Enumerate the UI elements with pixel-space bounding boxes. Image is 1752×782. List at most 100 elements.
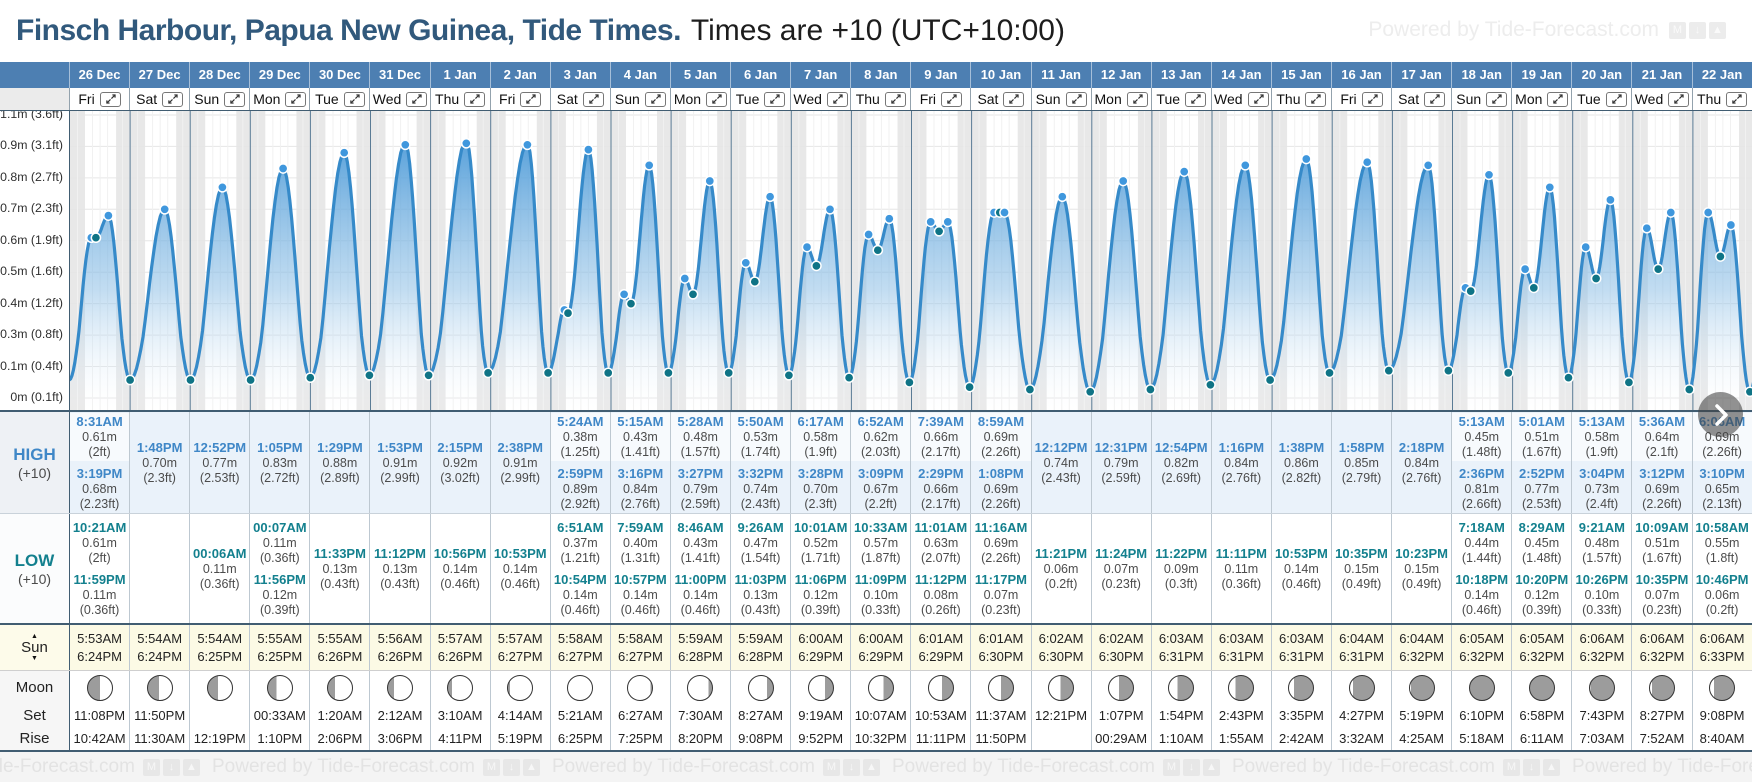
tide-time: 11:09PM <box>854 571 907 587</box>
moonset-time: 3:10AM <box>437 708 483 723</box>
expand-day-button[interactable] <box>162 91 184 107</box>
expand-day-button[interactable] <box>406 91 428 107</box>
expand-day-button[interactable] <box>826 91 848 107</box>
high-tide-cell: 5:28AM 0.48m (1.57ft) 3:27PM 0.79m (2.59ft) <box>669 412 731 513</box>
expand-day-button[interactable] <box>520 91 542 107</box>
moon-cell: 1:07PM 00:29AM <box>1090 671 1151 750</box>
tide-time: 3:32PM <box>737 465 784 481</box>
sun-cell: 6:02AM 6:30PM <box>1030 625 1091 670</box>
expand-day-button[interactable] <box>1003 91 1025 107</box>
moonrise-time: 1:10PM <box>257 731 303 746</box>
expand-day-button[interactable] <box>1424 91 1446 107</box>
expand-day-button[interactable] <box>1361 91 1383 107</box>
sunrise-time: 6:05AM <box>1459 630 1505 646</box>
sun-cell: 6:00AM 6:29PM <box>790 625 850 670</box>
moonrise-time: 4:25AM <box>1399 731 1445 746</box>
moonrise-time: 9:08PM <box>738 731 783 746</box>
sun-row-label: Sun <box>21 639 48 656</box>
next-page-button[interactable] <box>1698 392 1743 437</box>
moon-phase-circle <box>927 674 954 701</box>
expand-day-button[interactable] <box>1305 91 1327 107</box>
sun-cell: 6:03AM 6:31PM <box>1270 625 1331 670</box>
expand-day-button[interactable] <box>464 91 486 107</box>
expand-day-button[interactable] <box>1126 91 1148 107</box>
low-tide-dot <box>933 225 945 237</box>
tide-entry: 10:01AM 0.52m (1.71ft) <box>791 519 850 567</box>
sun-cell: 6:03AM 6:31PM <box>1150 625 1211 670</box>
weekday-label: Thu <box>435 91 460 107</box>
expand-day-button[interactable] <box>1247 91 1269 107</box>
moonrise-time: 7:25PM <box>617 731 663 746</box>
low-tide-cell: 00:06AM 0.11m (0.36ft) <box>189 514 249 623</box>
tide-height-m: 0.12m <box>803 587 839 602</box>
weekday-label: Fri <box>919 91 937 107</box>
tide-entry: 5:28AM 0.48m (1.57ft) <box>670 412 731 461</box>
sun-row-gutter: ▲ Sun ▼ <box>0 625 69 670</box>
day-date-header: 17 Jan <box>1391 62 1451 88</box>
high-tide-dot <box>643 159 655 171</box>
tide-entry: 5:13AM 0.45m (1.48ft) <box>1452 412 1512 461</box>
bottom-watermark-strip: Powered by Tide-Forecast.com M↓▲ Powered b… <box>0 750 1752 782</box>
high-tide-cell: 7:39AM 0.66m (2.17ft) 2:29PM 0.66m (2.17ft) <box>910 412 971 513</box>
high-tide-dot <box>1519 263 1531 275</box>
expand-day-button[interactable] <box>582 91 604 107</box>
tide-time: 8:46AM <box>677 519 724 535</box>
expand-day-button[interactable] <box>884 91 906 107</box>
sun-cell: 6:05AM 6:32PM <box>1511 625 1571 670</box>
tide-entry: 1:38PM 0.86m (2.82ft) <box>1272 439 1331 487</box>
tide-height-ft: (0.39ft) <box>260 602 300 617</box>
tide-height-ft: (0.43ft) <box>320 576 360 591</box>
tide-height-m: 0.91m <box>382 455 418 470</box>
tide-height-ft: (2.07ft) <box>921 550 961 565</box>
moon-phase-icon <box>206 671 233 704</box>
expand-day-button[interactable] <box>1486 91 1508 107</box>
tide-height-ft: (1.9ft) <box>1585 444 1619 459</box>
moon-cell: 2:43PM 1:55AM <box>1210 671 1271 750</box>
expand-day-button[interactable] <box>1185 91 1207 107</box>
low-tide-dot <box>542 367 554 379</box>
expand-day-button[interactable] <box>1726 91 1748 107</box>
tide-entry: 10:18PM 0.14m (0.46ft) <box>1452 571 1511 619</box>
expand-icon <box>291 94 302 104</box>
tide-height-ft: (2.76ft) <box>1401 470 1442 485</box>
tide-height-ft: (0.23ft) <box>1642 602 1682 617</box>
high-tide-cell: 6:52AM 0.62m (2.03ft) 3:09PM 0.67m (2.2ft) <box>850 412 911 513</box>
expand-icon <box>1071 94 1082 104</box>
low-tide-cell: 10:53PM 0.14m (0.46ft) <box>489 514 550 623</box>
weekday-label: Tue <box>1156 91 1181 107</box>
tide-time: 1:29PM <box>317 439 363 455</box>
tide-entry: 11:33PM 0.13m (0.43ft) <box>310 545 369 593</box>
weekday-label: Thu <box>1697 91 1722 107</box>
expand-day-button[interactable] <box>224 91 246 107</box>
moon-cell: 00:33AM 1:10PM <box>249 671 309 750</box>
expand-day-button[interactable] <box>1065 91 1087 107</box>
tide-time: 1:08PM <box>978 465 1024 481</box>
expand-day-button[interactable] <box>285 91 307 107</box>
expand-day-button[interactable] <box>1668 91 1690 107</box>
low-tide-dot <box>1465 285 1477 297</box>
expand-day-button[interactable] <box>644 91 666 107</box>
low-tide-dot <box>811 260 822 272</box>
expand-day-button[interactable] <box>1605 91 1627 107</box>
tide-time: 12:54PM <box>1154 439 1208 455</box>
watermark-icons: M ↓ ▲ <box>1669 21 1726 39</box>
moon-phase-icon <box>1528 671 1555 704</box>
high-tide-cell: 1:38PM 0.86m (2.82ft) <box>1270 412 1331 513</box>
expand-day-button[interactable] <box>706 91 728 107</box>
day-date-header: 18 Jan <box>1451 62 1511 88</box>
low-tide-cell: 10:33AM 0.57m (1.87ft) 11:09PM 0.10m (0.33ft) <box>850 514 910 623</box>
tide-height-ft: (2ft) <box>88 444 111 459</box>
weekday-cell: Mon <box>1511 88 1571 110</box>
expand-day-button[interactable] <box>343 91 365 107</box>
tide-entry: 7:59AM 0.40m (1.31ft) <box>611 519 670 567</box>
moon-cell: 9:08PM 8:40AM <box>1691 671 1752 750</box>
tide-height-m: 0.38m <box>562 429 598 444</box>
high-tide-dot <box>740 257 752 269</box>
moon-phase-circle <box>1228 674 1255 701</box>
expand-day-button[interactable] <box>99 91 121 107</box>
expand-day-button[interactable] <box>1547 91 1569 107</box>
expand-day-button[interactable] <box>764 91 786 107</box>
expand-day-button[interactable] <box>941 91 963 107</box>
sunrise-time: 5:55AM <box>257 630 303 646</box>
weekday-label: Mon <box>673 91 702 107</box>
